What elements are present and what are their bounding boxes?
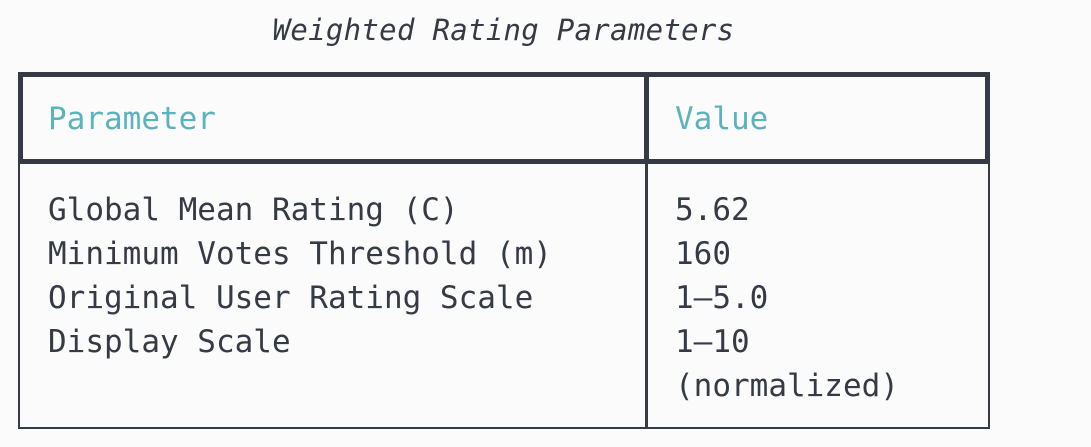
parameter-display-scale: Display Scale [48, 324, 291, 360]
header-column-divider [644, 72, 649, 164]
parameter-original-scale: Original User Rating Scale [48, 280, 534, 316]
table-header-row [18, 72, 990, 164]
value-global-mean: 5.62 [675, 192, 750, 228]
value-display-scale: 1–10 [675, 324, 750, 360]
value-display-scale-note: (normalized) [675, 368, 899, 404]
value-min-votes: 160 [675, 236, 731, 272]
header-value: Value [675, 101, 769, 137]
value-cell: 5.62 160 1–5.0 1–10 (normalized) [675, 188, 899, 408]
parameter-cell: Global Mean Rating (C) Minimum Votes Thr… [48, 188, 552, 364]
parameter-global-mean: Global Mean Rating (C) [48, 192, 459, 228]
table-title: Weighted Rating Parameters [272, 13, 735, 47]
value-original-scale: 1–5.0 [675, 280, 769, 316]
parameter-min-votes: Minimum Votes Threshold (m) [48, 236, 552, 272]
column-divider [645, 72, 648, 429]
header-parameter: Parameter [48, 101, 216, 137]
